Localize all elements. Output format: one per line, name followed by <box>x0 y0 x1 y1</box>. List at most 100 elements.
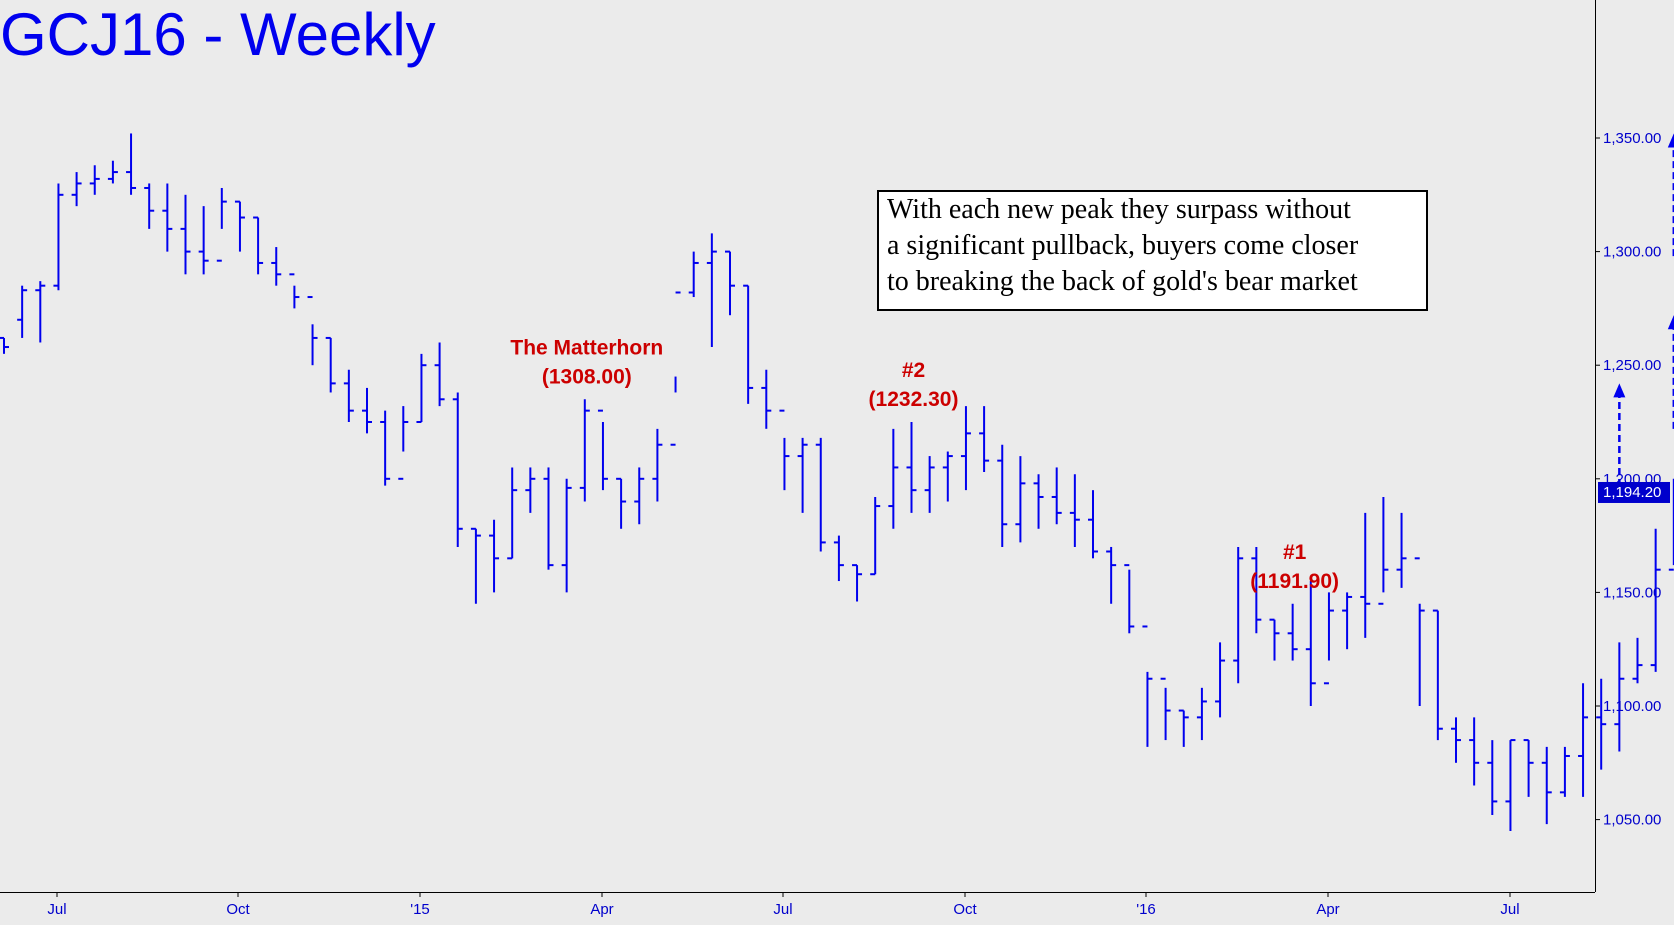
price-bar <box>507 467 518 560</box>
price-bar <box>597 409 608 491</box>
price-bar <box>380 410 391 486</box>
price-bar <box>797 437 808 513</box>
annotation-line: (1191.90) <box>1250 570 1339 593</box>
price-bar <box>616 477 627 529</box>
price-bar <box>1124 564 1135 634</box>
price-bar <box>271 247 282 286</box>
price-bar <box>1432 609 1443 741</box>
price-bar <box>162 183 173 252</box>
price-bar <box>1215 642 1226 718</box>
annotation-line: #2 <box>902 359 925 382</box>
note-line: With each new peak they surpass without <box>887 194 1351 225</box>
price-bar <box>1360 512 1371 638</box>
price-bar <box>634 467 645 525</box>
price-bar <box>343 369 354 422</box>
price-bar <box>470 527 481 604</box>
last-price-marker: 1,194.20 <box>1598 481 1670 503</box>
y-axis: 1,050.001,100.001,150.001,200.001,250.00… <box>1595 130 1661 829</box>
y-tick-label: 1,100.00 <box>1603 698 1661 715</box>
price-bar <box>688 251 699 298</box>
price-bar <box>706 233 717 348</box>
annotation-line: #1 <box>1283 541 1307 564</box>
x-tick: '15 <box>410 892 430 918</box>
x-tick-label: '15 <box>410 901 430 918</box>
price-bar <box>71 172 82 207</box>
x-tick-label: Oct <box>226 901 250 918</box>
price-bar <box>997 444 1008 547</box>
price-bar <box>0 336 9 354</box>
price-bar <box>1287 603 1298 661</box>
price-bar <box>1614 642 1625 752</box>
x-axis: Jul Oct '15 Apr Jul Oct '16 Apr Jul <box>47 892 1520 918</box>
price-bar <box>670 291 681 446</box>
price-bar <box>1505 739 1516 831</box>
price-bar <box>1596 678 1607 770</box>
price-bar <box>1414 557 1425 706</box>
price-bar <box>1323 592 1334 685</box>
price-bar <box>1142 625 1153 747</box>
price-bar <box>1051 467 1062 525</box>
annotations: The Matterhorn (1308.00) #2 (1232.30) #1 (119… <box>510 336 1339 592</box>
x-tick: Jul <box>1500 892 1520 918</box>
price-bar <box>960 406 971 491</box>
price-bar <box>1396 512 1407 588</box>
price-bar <box>870 496 881 576</box>
price-bar <box>1541 746 1552 825</box>
x-tick-label: Jul <box>773 901 792 918</box>
price-bar <box>1088 490 1098 559</box>
price-bar <box>942 451 953 502</box>
x-tick-label: Apr <box>1316 901 1339 918</box>
price-bar <box>525 467 536 513</box>
y-tick: 1,050.00 <box>1595 812 1661 829</box>
price-bar <box>362 387 372 434</box>
price-bar <box>1233 546 1244 684</box>
price-bar <box>234 200 245 252</box>
x-tick: Oct <box>226 892 250 918</box>
price-bar <box>1523 739 1534 797</box>
price-bar <box>1033 474 1044 529</box>
price-bar <box>1451 717 1461 763</box>
note-box: With each new peak they surpass without a… <box>877 190 1428 311</box>
y-tick: 1,300.00 <box>1595 244 1661 261</box>
annotation-line: (1308.00) <box>542 365 632 388</box>
price-bar <box>761 369 772 429</box>
price-bar <box>198 206 209 275</box>
chart-title: GCJ16 - Weekly <box>0 1 436 68</box>
y-tick-label: 1,050.00 <box>1603 812 1661 829</box>
note-box-frame <box>877 190 1428 311</box>
price-bar <box>852 564 863 602</box>
price-bar <box>216 187 227 262</box>
y-tick: 1,150.00 <box>1595 584 1661 601</box>
x-tick: '16 <box>1136 892 1156 918</box>
price-bar <box>1069 474 1080 547</box>
price-bar <box>1106 546 1117 604</box>
price-bar <box>979 406 990 472</box>
y-tick: 1,100.00 <box>1595 698 1661 715</box>
y-tick: 1,250.00 <box>1595 357 1661 374</box>
price-bar <box>906 422 917 513</box>
price-bar <box>89 165 100 195</box>
price-bar <box>1487 740 1498 816</box>
price-bar <box>489 519 500 593</box>
price-bar <box>398 406 409 480</box>
price-bar <box>1015 456 1026 543</box>
last-price-label: 1,194.20 <box>1603 484 1661 501</box>
price-bar <box>452 392 463 547</box>
last-price-box <box>1598 481 1670 503</box>
annotation-line: The Matterhorn <box>510 336 663 359</box>
y-tick-label: 1,250.00 <box>1603 357 1661 374</box>
price-bar <box>815 437 826 552</box>
x-tick-label: Jul <box>1500 901 1519 918</box>
price-bar <box>144 183 155 229</box>
price-bar <box>888 428 899 529</box>
price-bar <box>1342 592 1353 650</box>
price-bar <box>107 160 118 184</box>
price-bar <box>1469 717 1480 786</box>
price-bar <box>579 399 590 502</box>
price-bar <box>53 183 64 291</box>
price-bar <box>725 250 735 316</box>
note-text: With each new peak they surpass without a… <box>887 194 1359 297</box>
note-line: a significant pullback, buyers come clos… <box>887 230 1359 261</box>
price-bar <box>416 353 427 423</box>
annotation-line: (1232.30) <box>869 388 959 411</box>
